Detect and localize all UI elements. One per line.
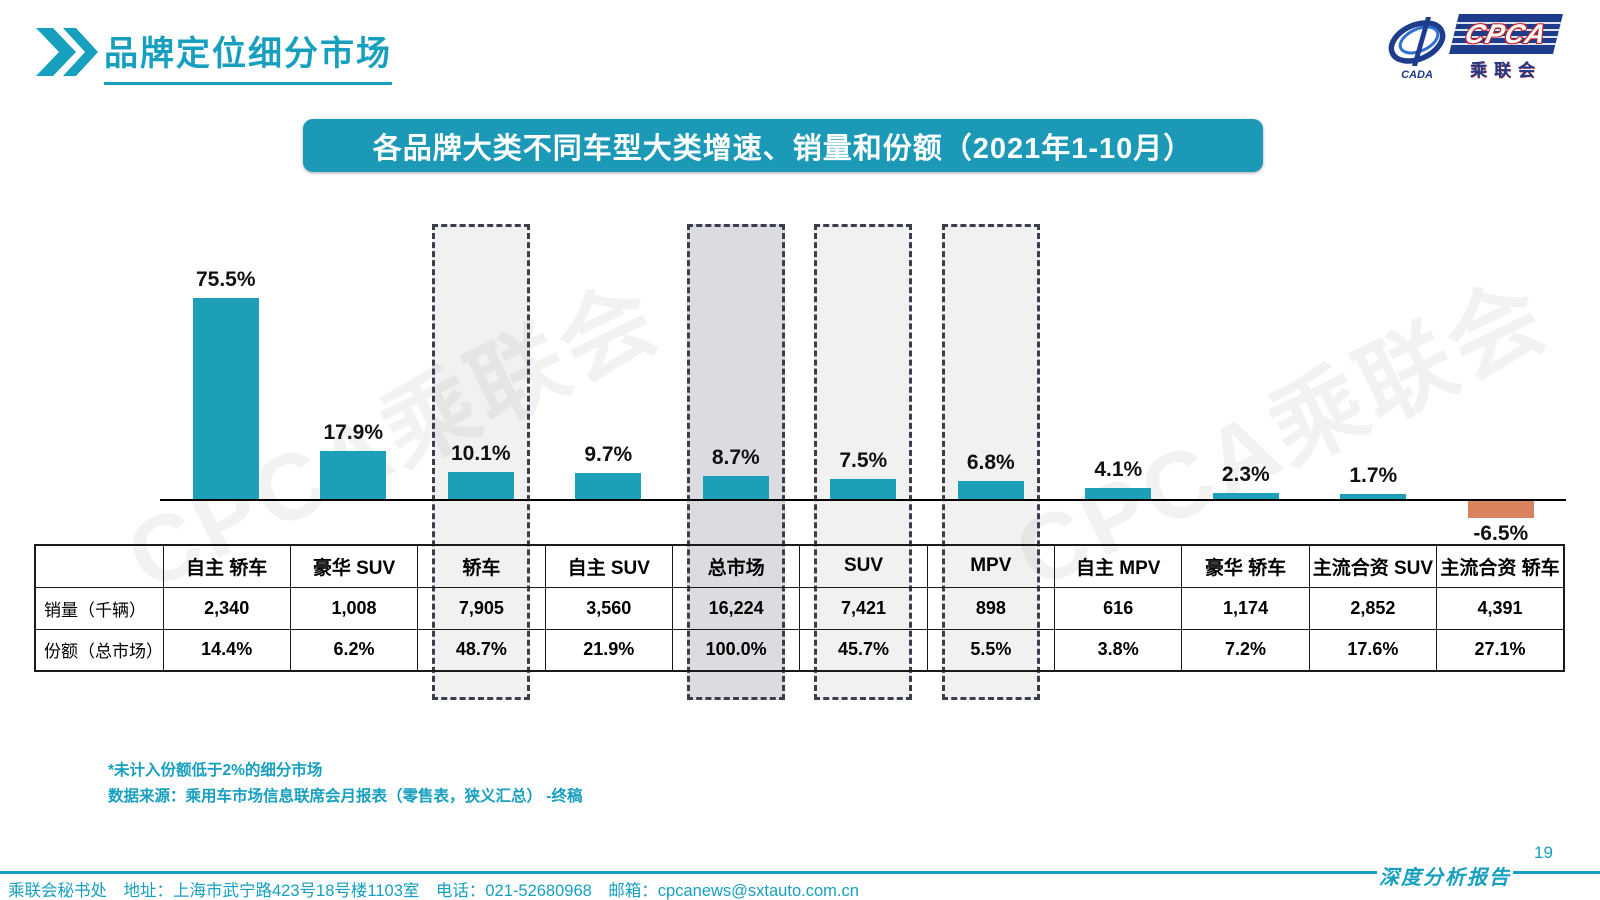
bar-value-label-自主 MPV: 4.1% (1094, 458, 1143, 482)
table-header-SUV: SUV (799, 544, 928, 588)
bar-总市场 (702, 475, 769, 499)
table-header-自主 SUV: 自主 SUV (544, 544, 673, 588)
bar-主流合资 SUV (1340, 494, 1407, 499)
table-cell-SUV: 7,421 (799, 586, 928, 630)
logo-sub-text: 乘联会 (1470, 61, 1542, 80)
bar-自主 SUV (575, 473, 642, 499)
double-chevron-icon (36, 28, 98, 76)
table-cell-自主 轿车: 2,340 (162, 586, 291, 630)
bar-主流合资 轿车 (1467, 500, 1534, 518)
table-cell-主流合资 轿车: 4,391 (1436, 586, 1565, 630)
report-label: 深度分析报告 (1379, 867, 1511, 889)
table-cell-MPV: 5.5% (926, 628, 1056, 672)
chart-title-banner: 各品牌大类不同车型大类增速、销量和份额（2021年1-10月） (303, 119, 1263, 172)
table-cell-豪华 轿车: 1,174 (1181, 586, 1310, 630)
bar-自主 轿车 (192, 298, 259, 499)
table-cell-MPV: 898 (926, 586, 1056, 630)
footnotes: *未计入份额低于2%的细分市场 数据来源：乘用车市场信息联席会月报表（零售表，狭… (108, 758, 582, 810)
bar-value-label-豪华 轿车: 2.3% (1221, 462, 1270, 486)
table-header-自主 MPV: 自主 MPV (1054, 544, 1183, 588)
footnote-line-1: *未计入份额低于2%的细分市场 (108, 762, 323, 779)
table-row-sales: 销量（千辆） 2,340 1,008 7,905 3,560 16,224 7,421 898… (34, 586, 1565, 630)
bar-value-label-主流合资 SUV: 1.7% (1349, 464, 1398, 488)
table-cell-SUV: 45.7% (799, 628, 928, 672)
table-header-主流合资 轿车: 主流合资 轿车 (1436, 544, 1565, 588)
bar-SUV (830, 479, 897, 499)
table-cell-豪华 轿车: 7.2% (1181, 628, 1310, 672)
bar-豪华 轿车 (1212, 492, 1279, 499)
chart-title: 各品牌大类不同车型大类增速、销量和份额（2021年1-10月） (372, 132, 1194, 165)
table-cell-豪华 SUV: 1,008 (289, 586, 419, 630)
table-header-豪华 SUV: 豪华 SUV (289, 544, 419, 588)
table-header-自主 轿车: 自主 轿车 (162, 544, 291, 588)
logo-oval-text: CADA (1401, 69, 1433, 81)
bar-value-label-主流合资 轿车: -6.5% (1473, 522, 1529, 546)
cpca-oval-icon: CADA (1388, 17, 1446, 81)
bar-MPV (957, 480, 1024, 499)
bar-自主 MPV (1085, 488, 1152, 499)
table-cell-总市场: 100.0% (671, 628, 801, 672)
table-cell-总市场: 16,224 (671, 586, 801, 630)
x-axis-line (160, 499, 1566, 501)
bar-value-label-轿车: 10.1% (450, 442, 511, 466)
table-cell-轿车: 48.7% (417, 628, 546, 672)
table-header-MPV: MPV (926, 544, 1056, 588)
cpca-logo: CADA CPCA 乘联会 (1386, 14, 1566, 90)
table-header-轿车: 轿车 (417, 544, 546, 588)
bar-value-label-总市场: 8.7% (711, 445, 760, 469)
footnote-line-2: 数据来源：乘用车市场信息联席会月报表（零售表，狭义汇总） -终稿 (108, 788, 583, 805)
bar-value-label-自主 SUV: 9.7% (584, 443, 633, 467)
table-header-主流合资 SUV: 主流合资 SUV (1308, 544, 1438, 588)
table-cell-主流合资 轿车: 27.1% (1436, 628, 1565, 672)
table-header-豪华 轿车: 豪华 轿车 (1181, 544, 1310, 588)
table-cell-自主 SUV: 21.9% (544, 628, 673, 672)
table-row-label: 销量（千辆） (34, 586, 164, 630)
bar-豪华 SUV (320, 451, 387, 499)
table-cell-轿车: 7,905 (417, 586, 546, 630)
table-row-label: 份额（总市场） (34, 628, 164, 672)
table-header-总市场: 总市场 (671, 544, 801, 588)
page-title: 品牌定位细分市场 (104, 26, 392, 85)
footer-contact: 乘联会秘书处 地址：上海市武宁路423号18号楼1103室 电话：021-526… (8, 882, 859, 900)
footer-divider-right (1513, 871, 1600, 874)
page-number: 19 (1534, 843, 1553, 862)
data-table: 自主 轿车 豪华 SUV 轿车 自主 SUV 总市场 SUV MPV 自主 MPV 豪华 轿车主… (34, 544, 1565, 672)
bar-value-label-豪华 SUV: 17.9% (323, 421, 384, 445)
table-row-share: 份额（总市场） 14.4% 6.2% 48.7% 21.9% 100.0% 45.7% 5.5… (34, 628, 1565, 672)
bar-value-label-SUV: 7.5% (839, 449, 888, 473)
bar-value-label-MPV: 6.8% (966, 450, 1015, 474)
table-header-row: 自主 轿车 豪华 SUV 轿车 自主 SUV 总市场 SUV MPV 自主 MPV 豪华 轿车主… (34, 544, 1565, 588)
table-cell-自主 SUV: 3,560 (544, 586, 673, 630)
table-cell-自主 MPV: 3.8% (1054, 628, 1183, 672)
footer-divider-left (0, 871, 1377, 874)
table-cell-主流合资 SUV: 17.6% (1308, 628, 1438, 672)
bar-轿车 (447, 472, 514, 499)
table-cell-自主 MPV: 616 (1054, 586, 1183, 630)
table-cell-主流合资 SUV: 2,852 (1308, 586, 1438, 630)
logo-text-block: CPCA 乘联会 (1449, 14, 1563, 81)
table-corner-cell (34, 544, 164, 588)
bar-value-label-自主 轿车: 75.5% (195, 268, 256, 292)
table-cell-自主 轿车: 14.4% (162, 628, 291, 672)
table-cell-豪华 SUV: 6.2% (289, 628, 419, 672)
